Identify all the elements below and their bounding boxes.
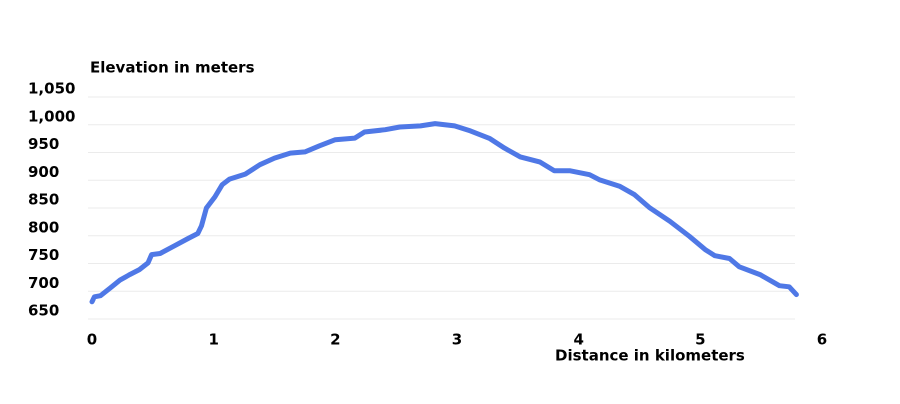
y-tick-label: 1,050 [28,80,75,98]
x-tick-label: 0 [87,331,97,349]
x-tick-label: 2 [330,331,340,349]
y-axis-label: Elevation in meters [90,59,255,77]
x-tick-label: 1 [208,331,218,349]
x-tick-label: 5 [695,331,705,349]
y-tick-label: 650 [28,302,59,320]
y-tick-label: 950 [28,135,59,153]
x-axis-label: Distance in kilometers [555,347,745,365]
x-tick-label: 4 [573,331,583,349]
x-tick-label: 6 [817,331,827,349]
x-tick-label: 3 [452,331,462,349]
y-tick-label: 900 [28,163,59,181]
y-tick-label: 850 [28,191,59,209]
y-tick-label: 700 [28,274,59,292]
y-tick-label: 800 [28,218,59,236]
elevation-line [89,121,799,305]
y-tick-label: 750 [28,246,59,264]
y-tick-label: 1,000 [28,107,75,125]
